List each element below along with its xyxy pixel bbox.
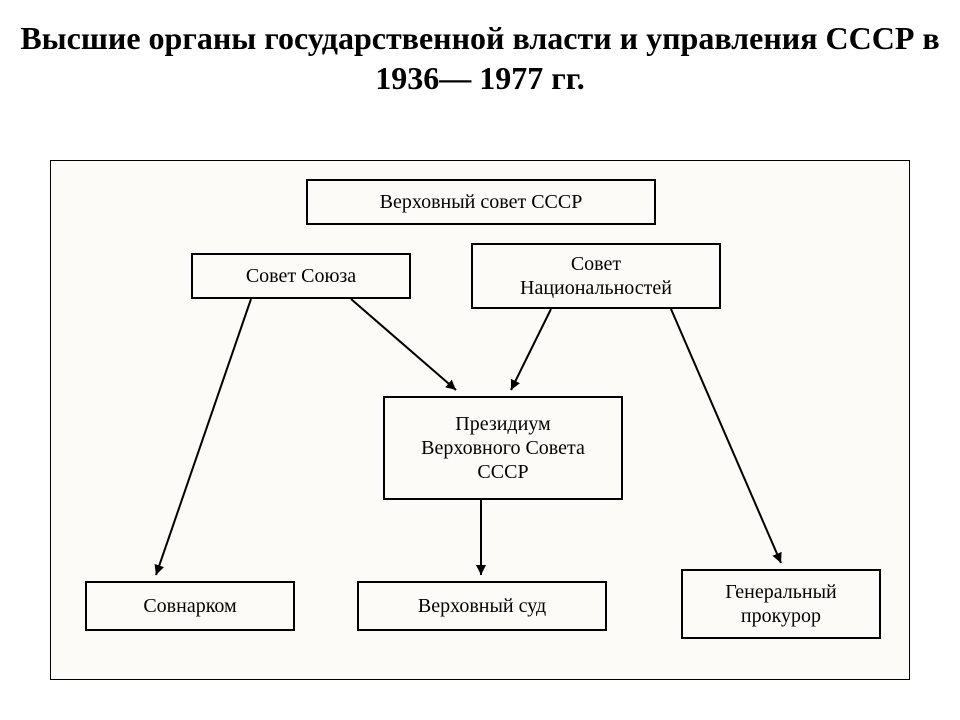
page: Высшие органы государственной власти и у…: [0, 0, 960, 720]
node-presidium: Президиум Верховного Совета СССР: [383, 396, 623, 500]
node-supreme-soviet: Верховный совет СССР: [306, 179, 656, 225]
node-prosecutor-general: Генеральный прокурор: [681, 569, 881, 639]
node-soviet-of-nationalities: Совет Национальностей: [471, 243, 721, 309]
node-supreme-court: Верховный суд: [357, 581, 607, 631]
edge-arrow: [671, 309, 781, 563]
node-soviet-of-union: Совет Союза: [191, 253, 411, 299]
edge-arrow: [156, 299, 251, 575]
edge-arrow: [351, 299, 456, 390]
org-chart-frame: Верховный совет СССР Совет Союза Совет Н…: [50, 160, 910, 680]
node-sovnarkom: Совнарком: [85, 581, 295, 631]
page-title: Высшие органы государственной власти и у…: [0, 18, 960, 98]
edge-arrow: [511, 309, 551, 390]
